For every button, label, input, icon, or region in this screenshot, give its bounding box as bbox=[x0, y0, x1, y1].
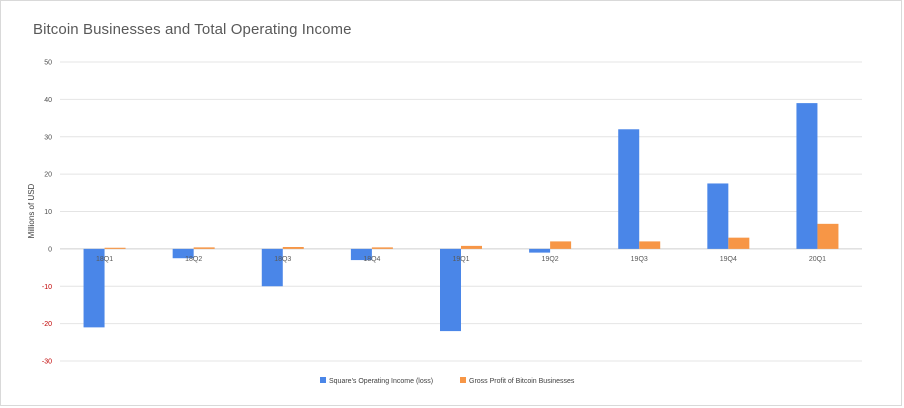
x-axis-ticks: 18Q1 18Q2 18Q3 18Q4 19Q1 19Q2 19Q3 19Q4 20Q1 bbox=[96, 256, 826, 263]
bar-operating-income-18q2 bbox=[172, 248, 194, 259]
bar-bitcoin-gross-profit-19q4 bbox=[728, 237, 750, 249]
x-tick-label: 19Q2 bbox=[542, 256, 559, 263]
y-axis-label: Millions of USD bbox=[27, 183, 36, 238]
bar-operating-income-19q2 bbox=[529, 248, 551, 253]
bar-operating-income-19q1 bbox=[440, 248, 461, 332]
bar-bitcoin-gross-profit-20q1 bbox=[817, 223, 839, 249]
bar-operating-income-18q3 bbox=[261, 248, 283, 287]
bars bbox=[83, 103, 839, 332]
x-tick-label: 18Q2 bbox=[185, 256, 202, 263]
x-tick-label: 19Q1 bbox=[452, 256, 469, 263]
y-tick-label: 0 bbox=[48, 246, 52, 253]
legend: Square's Operating Income (loss) Gross Pr… bbox=[320, 377, 575, 385]
bar-operating-income-19q4 bbox=[707, 183, 729, 249]
y-tick-label: -30 bbox=[42, 359, 52, 366]
legend-swatch bbox=[320, 377, 326, 383]
y-tick-label: 10 bbox=[44, 209, 52, 216]
y-tick-label: -10 bbox=[42, 284, 52, 291]
bar-bitcoin-gross-profit-19q2 bbox=[550, 241, 572, 249]
x-tick-label: 18Q3 bbox=[274, 256, 291, 263]
bar-bitcoin-gross-profit-19q3 bbox=[639, 241, 661, 249]
bar-bitcoin-gross-profit-18q3 bbox=[282, 247, 304, 249]
bar-operating-income-19q3 bbox=[618, 129, 640, 249]
y-tick-label: 30 bbox=[44, 134, 52, 141]
x-tick-label: 19Q3 bbox=[631, 256, 648, 263]
bar-operating-income-18q1 bbox=[83, 248, 105, 328]
y-tick-label: 20 bbox=[44, 172, 52, 179]
y-axis-ticks: 50 40 30 20 10 0 -10 -20 -30 bbox=[42, 60, 52, 366]
bar-operating-income-18q4 bbox=[350, 248, 372, 261]
bar-bitcoin-gross-profit-19q1 bbox=[461, 245, 482, 249]
x-tick-label: 20Q1 bbox=[809, 256, 826, 263]
bar-operating-income-20q1 bbox=[796, 103, 818, 249]
x-tick-label: 18Q4 bbox=[363, 256, 380, 263]
legend-label: Square's Operating Income (loss) bbox=[329, 378, 433, 385]
legend-swatch bbox=[460, 377, 466, 383]
y-tick-label: 40 bbox=[44, 97, 52, 104]
x-tick-label: 19Q4 bbox=[720, 256, 737, 263]
chart-title: Bitcoin Businesses and Total Operating I… bbox=[33, 21, 352, 38]
y-tick-label: -20 bbox=[42, 321, 52, 328]
legend-label: Gross Profit of Bitcoin Businesses bbox=[469, 378, 575, 385]
x-tick-label: 18Q1 bbox=[96, 256, 113, 263]
bar-bitcoin-gross-profit-18q4 bbox=[371, 247, 393, 249]
bar-bitcoin-gross-profit-18q2 bbox=[193, 247, 215, 249]
bar-bitcoin-gross-profit-18q1 bbox=[104, 247, 126, 249]
y-tick-label: 50 bbox=[44, 60, 52, 67]
